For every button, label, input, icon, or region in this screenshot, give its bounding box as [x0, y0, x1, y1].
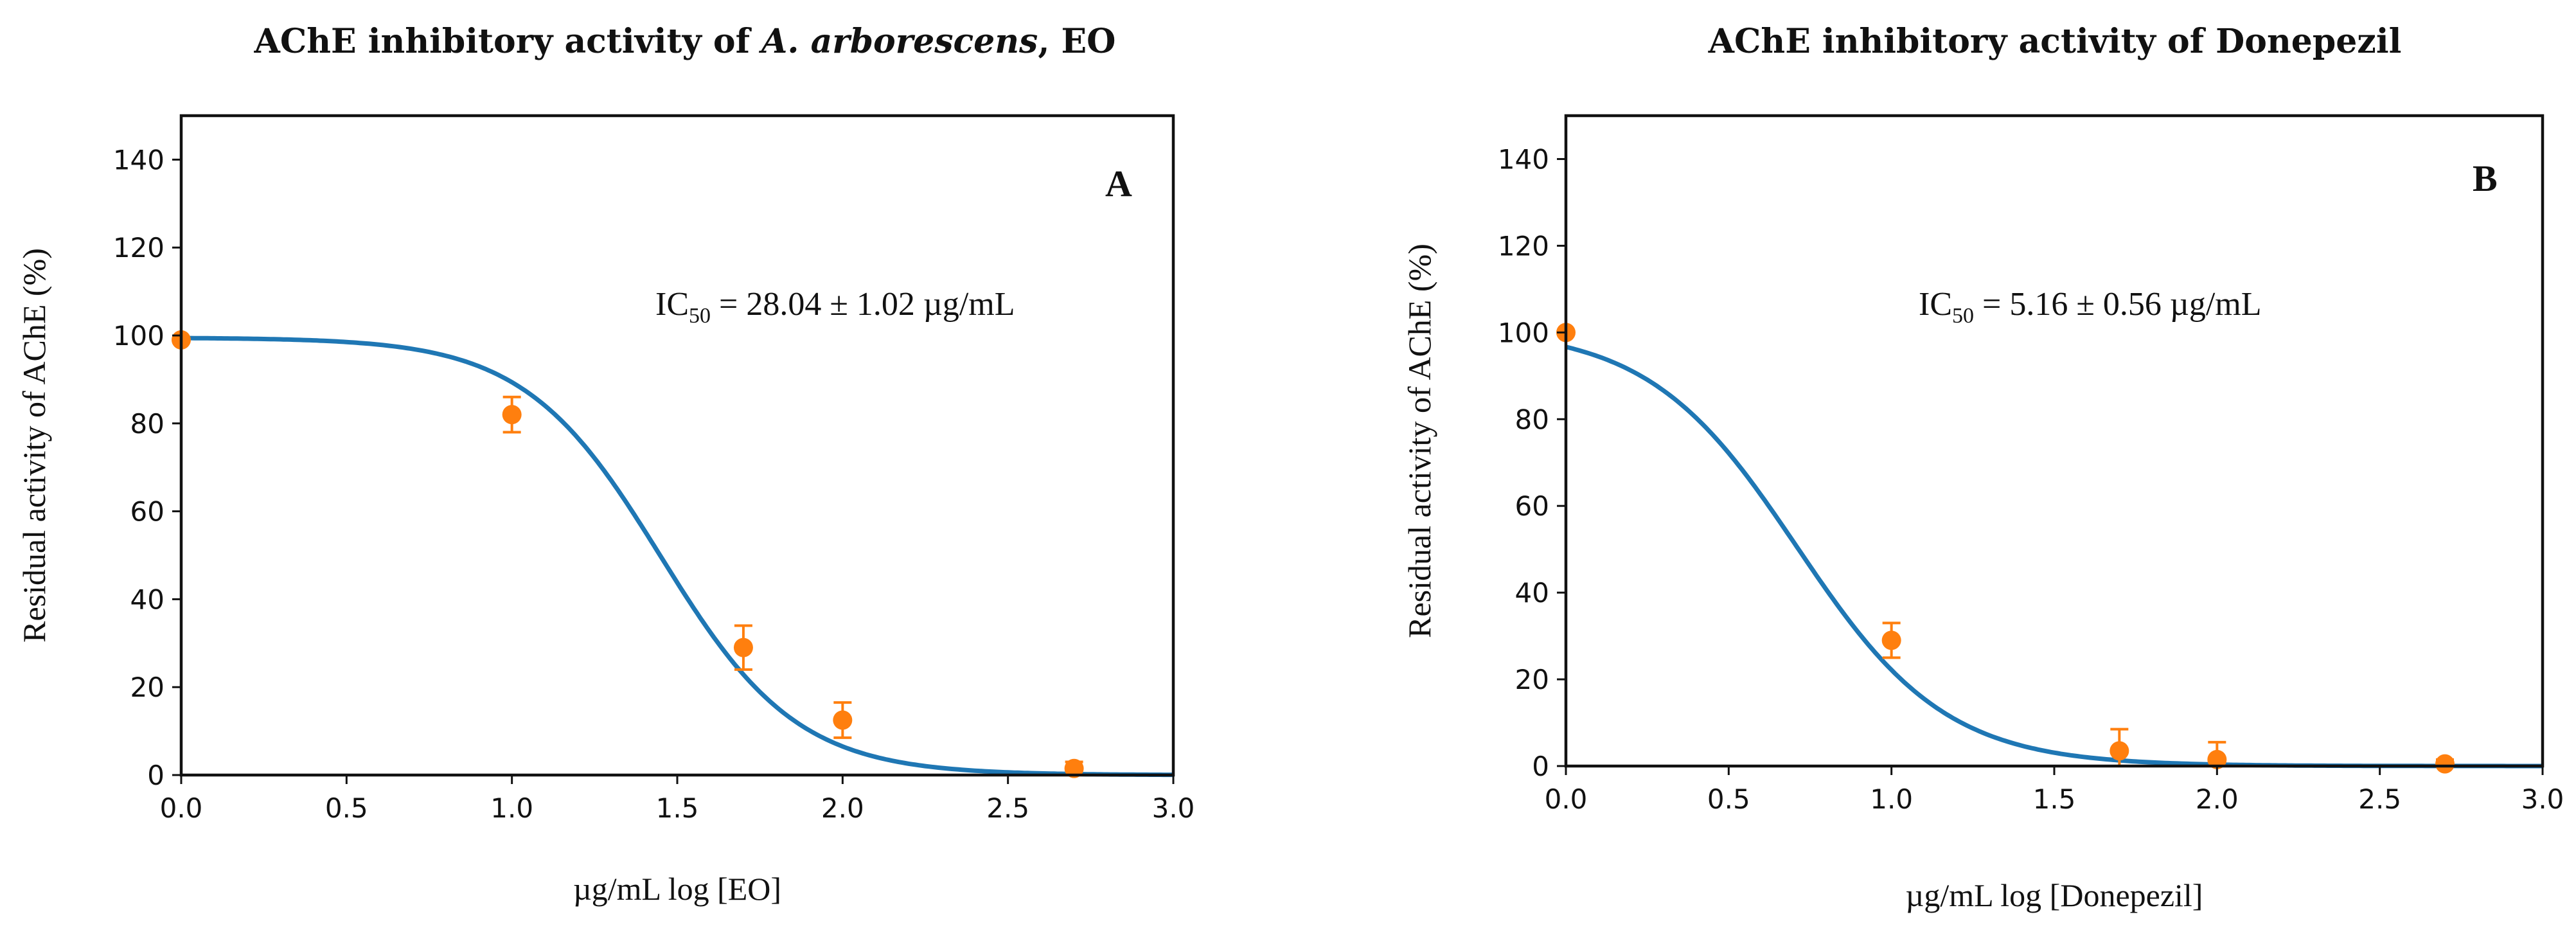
- y-tick-label: 120: [113, 232, 164, 263]
- ic50-value: = 28.04 ± 1.02 µg/mL: [711, 286, 1015, 323]
- chart-title: AChE inhibitory activity of A. arboresce…: [254, 22, 1116, 61]
- chart-title-part: AChE inhibitory activity of: [254, 22, 762, 61]
- y-tick-label: 0: [1532, 751, 1549, 782]
- x-tick-label: 0.5: [325, 792, 368, 824]
- ic50-value: = 5.16 ± 0.56 µg/mL: [1974, 286, 2261, 323]
- panel-a-chart: AChE inhibitory activity of A. arboresce…: [16, 22, 1195, 907]
- ic50-label: IC: [1919, 286, 1952, 323]
- data-point: [733, 638, 753, 657]
- x-tick-label: 3.0: [2521, 783, 2564, 815]
- data-point: [2207, 749, 2227, 769]
- y-tick-label: 0: [147, 760, 164, 791]
- x-tick-label: 0.0: [160, 792, 203, 824]
- panel-letter: A: [1105, 163, 1132, 204]
- plot-frame: [179, 114, 1175, 777]
- y-tick-label: 100: [113, 320, 164, 352]
- chart-title-part: , EO: [1038, 22, 1115, 61]
- x-tick-label: 2.0: [821, 792, 864, 824]
- x-tick-label: 3.0: [1152, 792, 1195, 824]
- plot-frame: [1564, 114, 2545, 768]
- chart-title-part: AChE inhibitory activity of Donepezil: [1708, 22, 2402, 61]
- y-tick-label: 20: [130, 672, 164, 703]
- y-tick-label: 60: [1515, 490, 1549, 522]
- y-tick-label: 40: [130, 584, 164, 615]
- y-tick-label: 20: [1515, 664, 1549, 695]
- data-point: [2435, 754, 2455, 774]
- x-tick-label: 0.5: [1707, 783, 1750, 815]
- y-tick-label: 100: [1498, 317, 1549, 348]
- ic50-label: IC: [655, 286, 689, 323]
- y-tick-label: 40: [1515, 577, 1549, 609]
- x-tick-label: 2.0: [2196, 783, 2239, 815]
- fit-curve: [1565, 344, 2543, 769]
- y-tick-label: 80: [130, 408, 164, 440]
- chart-title: AChE inhibitory activity of Donepezil: [1708, 22, 2402, 61]
- chart-title-part: A. arborescens: [758, 22, 1038, 61]
- x-tick-label: 1.0: [490, 792, 533, 824]
- panel-b-chart: AChE inhibitory activity of Donepezil 0.0…: [1401, 22, 2564, 913]
- data-point: [502, 405, 522, 425]
- fit-curve: [181, 335, 1173, 778]
- x-tick-label: 1.5: [656, 792, 699, 824]
- ic50-annotation: IC50 = 28.04 ± 1.02 µg/mL: [655, 286, 1015, 328]
- y-tick-label: 140: [1498, 143, 1549, 175]
- x-tick-label: 0.0: [1545, 783, 1588, 815]
- ic50-subscript: 50: [1952, 304, 1974, 328]
- data-point: [1881, 630, 1901, 650]
- data-point: [833, 710, 853, 730]
- ic50-annotation: IC50 = 5.16 ± 0.56 µg/mL: [1919, 286, 2261, 328]
- y-tick-label: 60: [130, 496, 164, 528]
- x-axis-label: µg/mL log [EO]: [573, 871, 781, 907]
- x-tick-label: 2.5: [2358, 783, 2401, 815]
- y-tick-label: 120: [1498, 230, 1549, 262]
- x-tick-label: 1.5: [2033, 783, 2076, 815]
- y-axis-label: Residual activity of AChE (%): [1401, 244, 1437, 638]
- x-axis-label: µg/mL log [Donepezil]: [1906, 877, 2203, 913]
- y-tick-label: 80: [1515, 404, 1549, 435]
- data-point: [1064, 758, 1084, 778]
- y-axis-label: Residual activity of AChE (%): [16, 248, 52, 643]
- y-tick-label: 140: [113, 144, 164, 175]
- ic50-subscript: 50: [689, 304, 711, 328]
- x-tick-label: 2.5: [986, 792, 1029, 824]
- data-point: [2110, 741, 2129, 761]
- panel-letter: B: [2473, 157, 2498, 199]
- x-tick-label: 1.0: [1870, 783, 1913, 815]
